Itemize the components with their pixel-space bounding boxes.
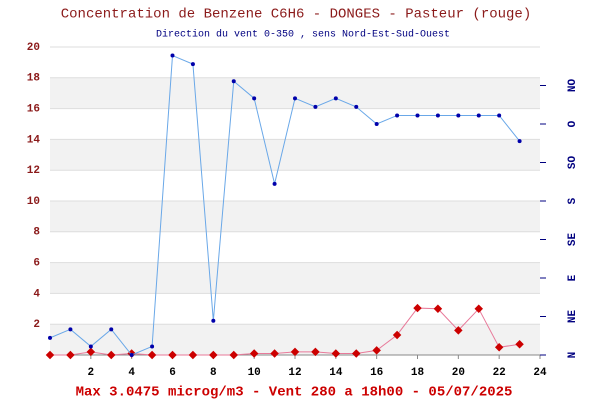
x-tick-label: 20 xyxy=(452,367,465,379)
point xyxy=(517,139,522,144)
point xyxy=(293,96,297,101)
point xyxy=(229,350,238,360)
point xyxy=(454,326,463,335)
y2-tick-label: NE xyxy=(567,310,579,324)
point xyxy=(107,350,116,360)
point xyxy=(415,113,420,118)
point xyxy=(272,181,277,186)
point xyxy=(372,346,381,355)
y2-tick-label: O xyxy=(567,120,579,127)
point xyxy=(252,96,257,101)
x-tick-label: 18 xyxy=(411,367,425,379)
x-tick-label: 16 xyxy=(370,367,383,379)
y2-tick-label: S xyxy=(567,197,579,204)
y-tick-label: 18 xyxy=(27,73,41,85)
point xyxy=(392,330,402,340)
grid-band xyxy=(50,201,540,232)
x-tick-label: 2 xyxy=(88,367,95,379)
point xyxy=(249,349,259,358)
x-tick-label: 14 xyxy=(329,367,343,379)
point xyxy=(474,304,483,314)
point xyxy=(456,113,461,118)
point xyxy=(68,327,73,332)
y2-tick-label: SE xyxy=(567,233,579,247)
x-tick-label: 22 xyxy=(493,367,506,379)
point xyxy=(190,62,195,67)
y2-tick-label: NO xyxy=(567,79,579,93)
point xyxy=(45,350,55,360)
point xyxy=(333,96,338,101)
chart-title: Concentration de Benzene C6H6 - DONGES -… xyxy=(61,7,531,23)
grid-band xyxy=(50,262,540,294)
point xyxy=(354,104,359,109)
point xyxy=(290,347,300,357)
point xyxy=(270,349,279,358)
chart-footer: Max 3.0475 microg/m3 - Vent 280 a 18h00 … xyxy=(76,385,513,400)
point xyxy=(48,335,52,340)
point xyxy=(433,304,443,314)
point xyxy=(109,327,114,332)
point xyxy=(494,343,504,352)
point xyxy=(413,303,422,313)
y2-tick-label: E xyxy=(567,274,579,281)
y-tick-label: 10 xyxy=(27,196,40,208)
grid-band xyxy=(50,139,540,171)
point xyxy=(129,353,134,357)
x-tick-label: 24 xyxy=(533,367,547,379)
point xyxy=(515,339,524,349)
point xyxy=(170,53,175,58)
chart-subtitle: Direction du vent 0-350 , sens Nord-Est-… xyxy=(156,29,450,41)
y-tick-label: 14 xyxy=(27,134,41,146)
point xyxy=(435,113,440,118)
x-tick-label: 4 xyxy=(128,367,135,379)
y-tick-label: 6 xyxy=(33,258,40,270)
point xyxy=(311,347,320,357)
point xyxy=(150,344,155,349)
y-tick-label: 20 xyxy=(27,42,40,54)
y-tick-label: 2 xyxy=(33,319,40,331)
y2-tick-label: N xyxy=(567,352,579,359)
point xyxy=(374,122,379,126)
point xyxy=(313,104,318,109)
point xyxy=(331,349,341,358)
y-tick-label: 16 xyxy=(27,104,40,116)
point xyxy=(476,113,481,118)
point xyxy=(88,344,93,349)
point xyxy=(395,113,400,118)
x-tick-label: 10 xyxy=(248,367,261,379)
point xyxy=(66,350,75,360)
y-tick-label: 8 xyxy=(33,227,40,239)
y-tick-label: 12 xyxy=(27,165,40,177)
point xyxy=(147,350,157,360)
y2-tick-label: SO xyxy=(567,156,579,170)
grid-band xyxy=(50,77,540,109)
point xyxy=(209,350,218,360)
x-tick-label: 12 xyxy=(288,367,301,379)
point xyxy=(497,113,502,118)
point xyxy=(188,350,198,360)
x-tick-label: 6 xyxy=(169,367,176,379)
point xyxy=(211,318,216,323)
point xyxy=(352,349,361,358)
point xyxy=(168,350,177,360)
series-line xyxy=(49,54,520,356)
point xyxy=(231,79,236,84)
y-tick-label: 4 xyxy=(33,288,40,300)
x-tick-label: 8 xyxy=(210,367,217,379)
point xyxy=(86,347,96,357)
